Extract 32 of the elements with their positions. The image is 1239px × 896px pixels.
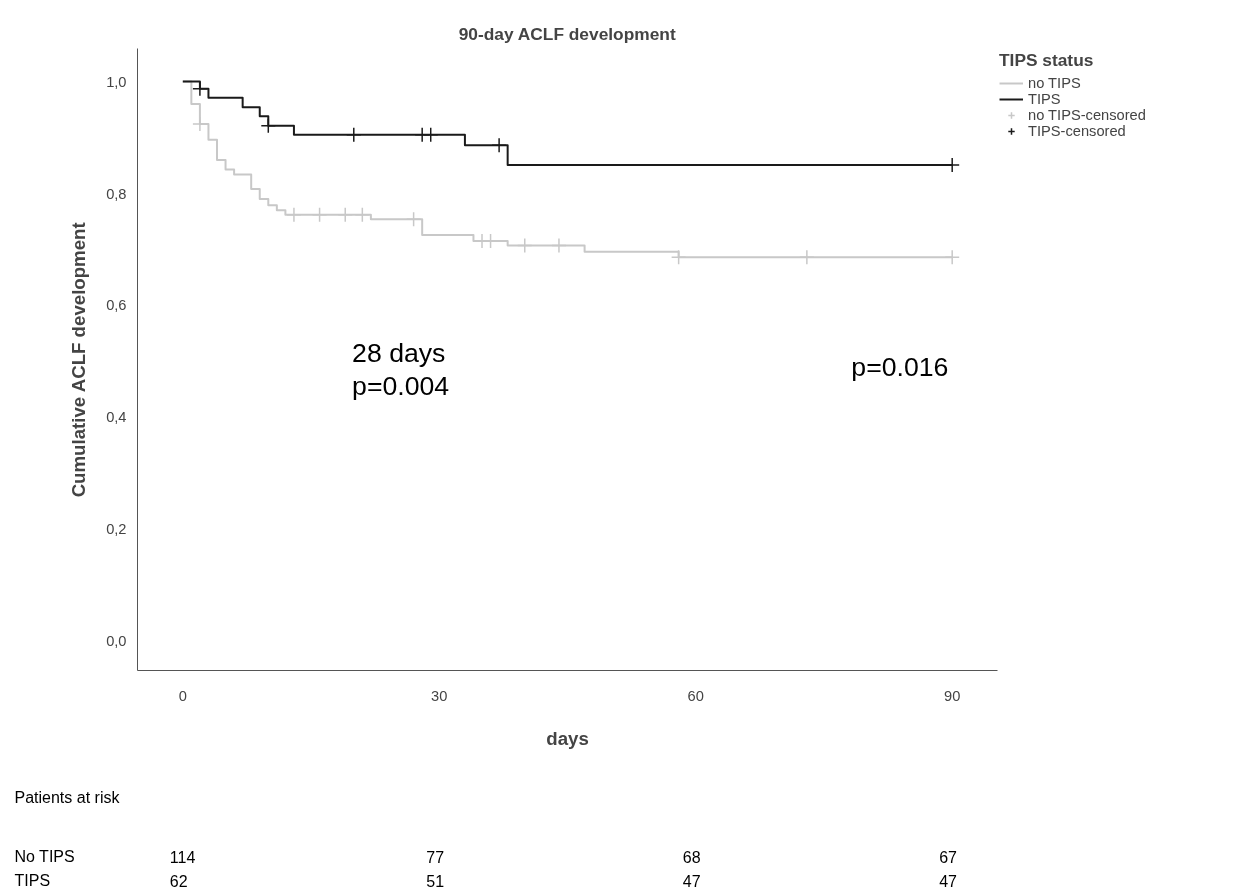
y-axis-title: Cumulative ACLF development xyxy=(68,222,90,498)
text: 62 xyxy=(169,872,188,890)
text: 47 xyxy=(939,872,958,890)
legend-label: TIPS xyxy=(1028,91,1061,107)
y-tick-label: 0,2 xyxy=(106,521,127,538)
text: 114 xyxy=(169,848,196,866)
text: 68 xyxy=(682,848,701,866)
text: 67 xyxy=(939,848,958,866)
legend-title: TIPS status xyxy=(999,50,1095,71)
x-tick-label: 0 xyxy=(178,687,187,704)
text: No TIPS xyxy=(14,848,75,865)
chart-title: 90-day ACLF development xyxy=(458,23,676,44)
legend-label: no TIPS xyxy=(1028,75,1081,91)
text: 51 xyxy=(426,872,445,890)
legend-label: no TIPS-censored xyxy=(1028,107,1146,123)
text: 47 xyxy=(682,872,701,890)
x-tick-label: 90 xyxy=(944,687,961,704)
y-tick-label: 0,8 xyxy=(106,185,127,202)
text: TIPS xyxy=(14,872,51,889)
y-tick-label: 0,0 xyxy=(106,633,127,650)
legend-label: TIPS-censored xyxy=(1028,123,1126,139)
x-tick-label: 30 xyxy=(431,687,448,704)
text: Patients at risk xyxy=(14,789,121,806)
y-tick-label: 0,4 xyxy=(106,409,127,426)
x-axis-title: days xyxy=(546,727,589,749)
annotation: p=0.004 xyxy=(352,370,450,401)
annotation: 28 days xyxy=(352,337,446,368)
text: 77 xyxy=(426,848,445,866)
y-tick-label: 1,0 xyxy=(106,73,127,90)
y-tick-label: 0,6 xyxy=(106,297,127,314)
x-tick-label: 60 xyxy=(687,687,704,704)
annotation: p=0.016 xyxy=(851,352,949,383)
